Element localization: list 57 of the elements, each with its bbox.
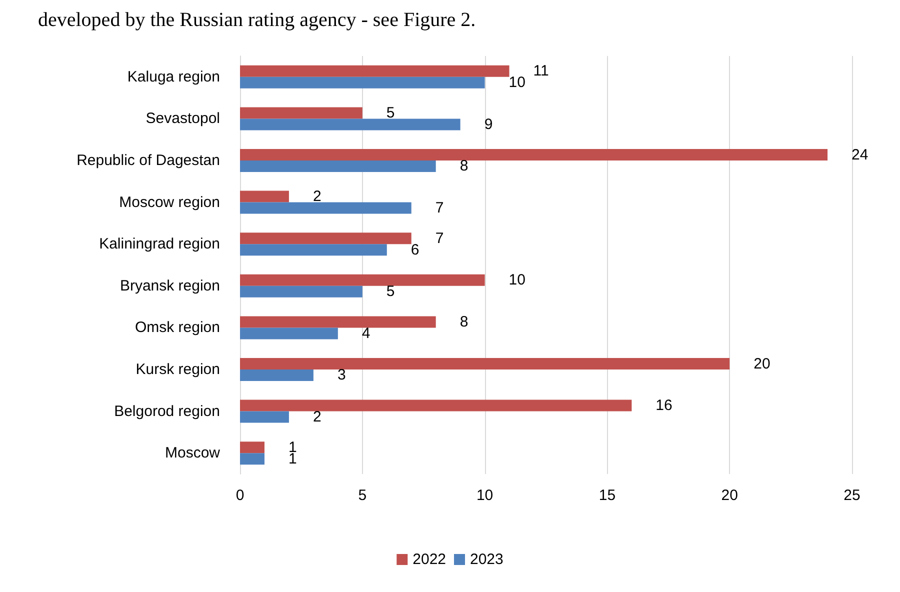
- data-label: 10: [508, 74, 526, 92]
- x-tick-label: 10: [476, 487, 494, 504]
- y-tick-label: Omsk region: [134, 319, 220, 336]
- bar: [240, 328, 338, 340]
- y-tick-label: Kursk region: [136, 361, 220, 378]
- bar: [240, 107, 362, 119]
- text: developed by the Russian rating agency - see Figure 2.: [38, 9, 476, 31]
- data-label: 11: [533, 62, 549, 80]
- x-tick-label: 15: [598, 487, 616, 504]
- data-label: 2: [312, 188, 322, 206]
- bar: [240, 370, 314, 381]
- data-label: 6: [410, 241, 420, 258]
- data-label: 7: [435, 230, 444, 247]
- y-tick-label: Bryansk region: [120, 277, 220, 294]
- x-tick-label: 5: [358, 487, 367, 504]
- bar: [240, 244, 387, 256]
- x-tick-label: 25: [844, 487, 860, 504]
- bar: [240, 274, 485, 286]
- y-tick-label: Belgorod region: [114, 402, 220, 420]
- y-tick-label: Republic of Dagestan: [76, 152, 220, 169]
- data-label: 3: [337, 366, 346, 384]
- data-label: 2: [312, 408, 322, 426]
- data-label: 4: [362, 324, 370, 342]
- bar: [240, 453, 264, 465]
- bar: [240, 118, 460, 130]
- data-label: 24: [852, 146, 868, 164]
- bar: [240, 316, 436, 328]
- y-tick-label: Sevastopol: [146, 110, 220, 128]
- x-tick-label: 0: [236, 487, 244, 504]
- data-label: 8: [460, 313, 468, 330]
- x-tick-label: 20: [721, 487, 738, 504]
- legend-label: 2022: [412, 551, 446, 568]
- y-tick-label: Kaluga region: [127, 68, 220, 86]
- bar: [240, 160, 436, 172]
- bar: [240, 149, 828, 160]
- data-label: 16: [656, 397, 672, 414]
- y-tick-label: Moscow region: [119, 194, 220, 211]
- bar: [240, 65, 510, 77]
- data-label: 9: [484, 116, 493, 133]
- data-label: 20: [754, 355, 770, 372]
- bar: [240, 358, 730, 370]
- bar: [240, 400, 632, 412]
- data-label: 5: [386, 283, 395, 300]
- y-tick-label: Moscow: [164, 444, 220, 462]
- bar: [240, 411, 289, 423]
- data-label: 5: [386, 104, 395, 122]
- bar: [240, 190, 289, 202]
- bar: [240, 76, 485, 88]
- bar: [240, 202, 412, 214]
- y-tick-label: Kaliningrad region: [99, 236, 220, 253]
- data-label: 10: [508, 272, 526, 289]
- data-label: 8: [460, 158, 468, 175]
- data-label: 7: [435, 200, 444, 217]
- legend-label: 2023: [470, 551, 504, 568]
- bar: [240, 286, 362, 298]
- bar: [240, 232, 412, 244]
- bar: [240, 442, 264, 454]
